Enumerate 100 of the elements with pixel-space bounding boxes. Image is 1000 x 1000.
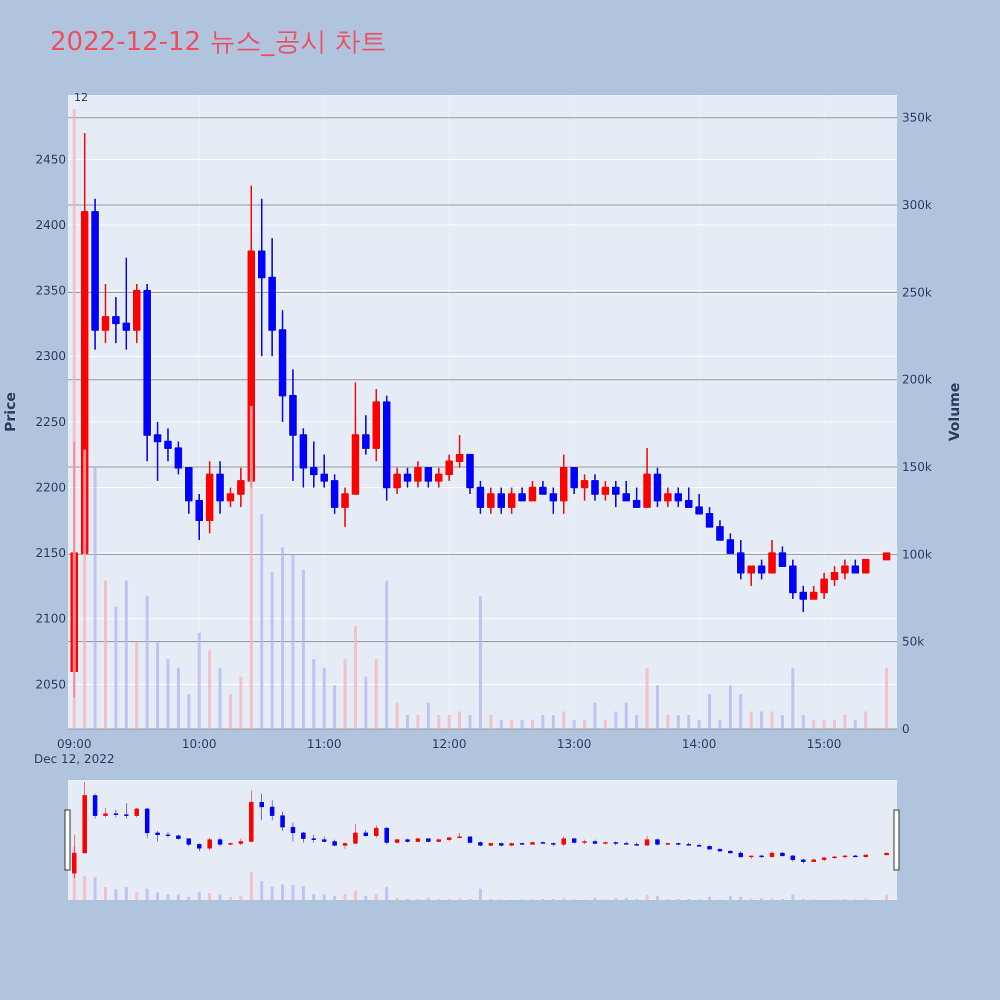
bar [83,450,86,729]
y-tick-label: 2100 [35,612,66,626]
candlestick [82,782,87,854]
candlestick [289,368,297,482]
bar [250,872,253,900]
x-tick-label: 10:00 [182,737,217,751]
candlestick [570,467,578,495]
bar [344,894,347,900]
candlestick [259,793,264,821]
bar [770,712,774,729]
candlestick [322,836,326,843]
candlestick [572,838,576,844]
bar [104,887,107,900]
candlestick [134,808,139,818]
candlestick [103,808,108,818]
candlestick [268,237,276,357]
candlestick [154,421,162,482]
bar [552,715,555,729]
bar [656,685,659,729]
candlestick [561,836,566,847]
candlestick [716,520,724,541]
bar [760,712,764,729]
candlestick [759,854,764,858]
candlestick [384,826,389,845]
candlestick [466,454,474,495]
candlestick [228,842,233,846]
bar [885,894,888,900]
candlestick [560,454,568,514]
bar [448,715,451,729]
candlestick [634,842,639,846]
candlestick [176,834,181,840]
candlestick [632,486,640,508]
candlestick [186,838,192,847]
candlestick [830,565,838,587]
bar [646,668,649,729]
candlestick [592,839,598,845]
bar [281,884,284,900]
candlestick [509,842,514,847]
y-tick-label: 2300 [35,349,66,364]
candlestick [405,838,410,843]
bar [312,894,316,900]
candlestick [622,480,630,502]
candlestick [364,830,368,837]
annotation: 12 [74,91,88,104]
bar [666,715,670,729]
candlestick [457,832,462,839]
candlestick [580,474,588,502]
candlestick [102,283,110,344]
bar [354,626,357,729]
bar [791,894,794,900]
candlestick [684,486,692,508]
bar [354,890,357,900]
candlestick [258,198,266,357]
bar [478,888,482,900]
candlestick [518,486,526,502]
candlestick [800,585,808,613]
candlestick [238,838,244,846]
candlestick [747,565,755,587]
bar [530,720,534,729]
candlestick [468,836,472,844]
bar [708,694,712,729]
bar [218,894,222,900]
candlestick [124,802,129,819]
bar [822,720,826,729]
bar [635,715,638,729]
bar [291,884,294,900]
candlestick [196,843,202,852]
candlestick [718,848,722,852]
bar [156,642,160,729]
candlestick [778,546,786,567]
candlestick [122,257,130,350]
bar [135,892,138,900]
bar [312,659,316,729]
y-tick-label: 2200 [35,480,66,494]
candlestick [487,486,495,514]
candlestick [166,832,170,838]
x-tick-label: 15:00 [806,737,842,751]
candlestick [352,382,360,495]
bar [510,720,514,729]
bar [208,892,212,900]
bar [260,881,264,900]
bar [396,702,399,729]
candlestick [372,388,380,462]
candlestick [404,467,412,488]
candlestick [864,854,868,858]
candlestick [456,434,464,469]
candlestick [695,493,703,514]
bar [228,896,232,900]
candlestick [612,480,620,508]
bar [124,887,128,900]
bar [833,720,836,729]
bar [146,596,149,729]
bar [739,694,742,729]
candlestick [664,486,672,508]
candlestick [382,394,390,502]
y-axis-title: Price [3,392,19,432]
candlestick [726,532,734,554]
x-tick-label: 11:00 [306,737,342,751]
bar [864,712,868,729]
bar [333,896,336,900]
